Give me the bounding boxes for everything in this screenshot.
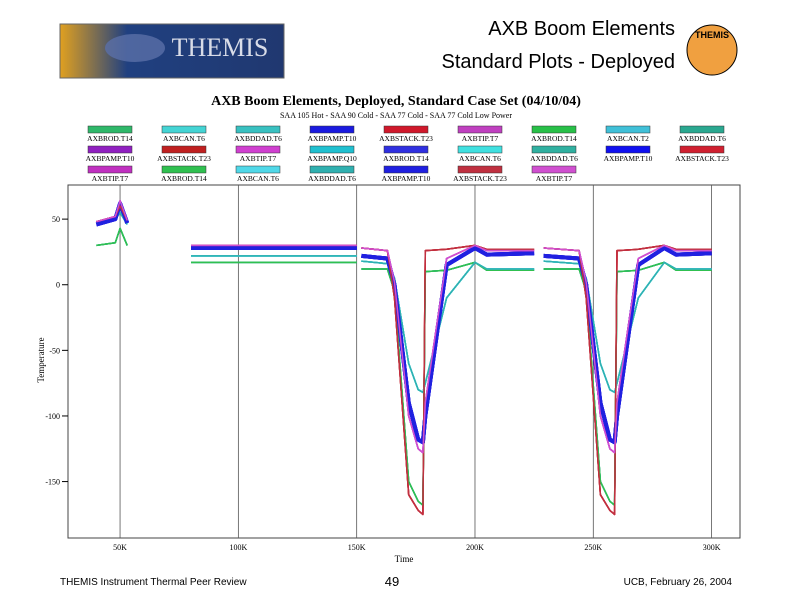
- legend-label: AXBTIP.T7: [92, 174, 129, 183]
- legend-label: AXBPAMP.T10: [604, 154, 653, 163]
- legend-label: AXBTIP.T7: [462, 134, 499, 143]
- legend-swatch: [161, 145, 207, 154]
- legend-swatch: [161, 165, 207, 174]
- legend-swatch: [383, 145, 429, 154]
- legend-swatch: [531, 145, 577, 154]
- legend-swatch: [87, 125, 133, 134]
- legend-swatch: [457, 145, 503, 154]
- y-tick-label: 50: [52, 215, 60, 224]
- y-tick-label: 0: [56, 281, 60, 290]
- legend-swatch: [235, 125, 281, 134]
- legend-swatch: [235, 165, 281, 174]
- legend-swatch: [679, 145, 725, 154]
- x-axis-label: Time: [395, 554, 414, 564]
- legend-swatch: [309, 165, 355, 174]
- x-tick-label: 100K: [229, 543, 247, 552]
- legend-swatch: [531, 165, 577, 174]
- slide-title: AXB Boom Elements: [488, 18, 675, 40]
- legend-swatch: [531, 125, 577, 134]
- page-number: 49: [385, 574, 399, 589]
- legend-label: AXBPAMP.T10: [308, 134, 357, 143]
- legend-label: AXBTIP.T7: [536, 174, 573, 183]
- legend-label: AXBROD.T14: [383, 154, 429, 163]
- legend-label: AXBCAN.T6: [163, 134, 205, 143]
- logo-text: THEMIS: [172, 33, 269, 62]
- logo-swirl: [105, 34, 165, 62]
- legend-swatch: [309, 125, 355, 134]
- footer-right: UCB, February 26, 2004: [624, 577, 733, 588]
- emblem: [686, 24, 738, 76]
- legend-swatch: [235, 145, 281, 154]
- legend-swatch: [383, 165, 429, 174]
- legend-swatch: [605, 125, 651, 134]
- y-tick-label: -50: [49, 346, 60, 355]
- legend-swatch: [679, 125, 725, 134]
- legend-label: AXBROD.T14: [87, 134, 133, 143]
- legend-label: AXBDDAD.T6: [530, 154, 578, 163]
- series-line: [96, 227, 712, 506]
- legend-swatch: [309, 145, 355, 154]
- legend-swatch: [87, 145, 133, 154]
- legend-swatch: [605, 145, 651, 154]
- legend-label: AXBDDAD.T6: [234, 134, 282, 143]
- legend-label: AXBSTACK.T23: [675, 154, 729, 163]
- x-tick-label: 250K: [584, 543, 602, 552]
- legend-label: AXBTIP.T7: [240, 154, 277, 163]
- y-axis-label: Temperature: [36, 337, 46, 382]
- x-tick-label: 200K: [466, 543, 484, 552]
- footer-left: THEMIS Instrument Thermal Peer Review: [60, 577, 247, 588]
- legend-label: AXBPAMP.T10: [86, 154, 135, 163]
- chart-subtitle: SAA 105 Hot - SAA 90 Cold - SAA 77 Cold …: [280, 111, 512, 120]
- legend-swatch: [457, 165, 503, 174]
- slide-title: Standard Plots - Deployed: [442, 51, 675, 73]
- logo-banner: [59, 23, 285, 79]
- legend-label: AXBDDAD.T6: [308, 174, 356, 183]
- emblem-text: THEMIS: [695, 30, 729, 40]
- chart-title: AXB Boom Elements, Deployed, Standard Ca…: [211, 94, 581, 109]
- y-tick-label: -150: [45, 478, 60, 487]
- legend-label: AXBDDAD.T6: [678, 134, 726, 143]
- series-line: [96, 199, 712, 454]
- legend-label: AXBSTACK.T23: [453, 174, 507, 183]
- y-tick-label: -100: [45, 412, 60, 421]
- x-tick-label: 50K: [113, 543, 127, 552]
- legend-label: AXBSTACK.T23: [379, 134, 433, 143]
- legend-label: AXBCAN.T6: [459, 154, 501, 163]
- legend-swatch: [87, 165, 133, 174]
- legend-label: AXBROD.T14: [161, 174, 207, 183]
- legend-label: AXBPAMP.Q10: [307, 154, 357, 163]
- legend-label: AXBROD.T14: [531, 134, 577, 143]
- legend-swatch: [457, 125, 503, 134]
- legend-label: AXBPAMP.T10: [382, 174, 431, 183]
- legend-label: AXBCAN.T2: [607, 134, 649, 143]
- legend-swatch: [383, 125, 429, 134]
- legend-label: AXBCAN.T6: [237, 174, 279, 183]
- x-tick-label: 300K: [703, 543, 721, 552]
- legend-label: AXBSTACK.T23: [157, 154, 211, 163]
- legend-swatch: [161, 125, 207, 134]
- x-tick-label: 150K: [348, 543, 366, 552]
